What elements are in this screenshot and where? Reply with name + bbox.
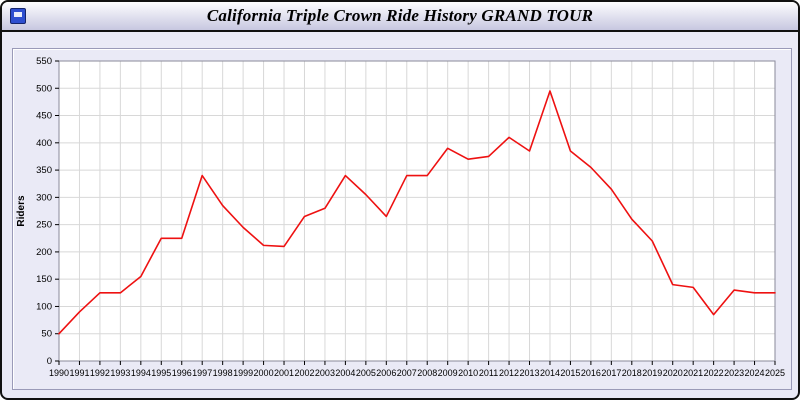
svg-text:2004: 2004 [335,368,355,378]
svg-text:2012: 2012 [499,368,519,378]
svg-text:1994: 1994 [131,368,151,378]
svg-text:2020: 2020 [663,368,683,378]
svg-text:1991: 1991 [69,368,89,378]
svg-text:350: 350 [36,165,52,176]
svg-text:1995: 1995 [151,368,171,378]
svg-text:2008: 2008 [417,368,437,378]
svg-text:2011: 2011 [479,368,498,378]
svg-text:2005: 2005 [356,368,376,378]
svg-text:2025: 2025 [765,368,785,378]
window-title-bar: California Triple Crown Ride History GRA… [2,2,798,32]
svg-text:2016: 2016 [581,368,601,378]
svg-text:Riders: Riders [16,195,27,227]
svg-text:300: 300 [36,192,52,203]
svg-text:500: 500 [36,83,52,94]
svg-text:1992: 1992 [90,368,110,378]
svg-text:50: 50 [41,329,52,340]
svg-text:2019: 2019 [642,368,662,378]
svg-text:0: 0 [47,356,52,367]
svg-text:400: 400 [36,138,52,149]
svg-text:2022: 2022 [704,368,724,378]
svg-text:2014: 2014 [540,368,560,378]
svg-text:550: 550 [36,56,52,67]
svg-text:2013: 2013 [519,368,539,378]
svg-text:2006: 2006 [376,368,396,378]
svg-text:1999: 1999 [233,368,253,378]
svg-text:2023: 2023 [724,368,744,378]
svg-text:2024: 2024 [745,368,765,378]
svg-text:1996: 1996 [172,368,192,378]
svg-text:2007: 2007 [397,368,417,378]
app-icon [10,8,26,24]
svg-text:450: 450 [36,111,52,122]
svg-text:1997: 1997 [192,368,212,378]
svg-text:250: 250 [36,220,52,231]
svg-text:2002: 2002 [294,368,314,378]
svg-text:1998: 1998 [213,368,233,378]
svg-text:2001: 2001 [274,368,294,378]
svg-text:2000: 2000 [254,368,274,378]
svg-text:2015: 2015 [560,368,580,378]
chart-panel: 0 50 100 150 200 250 300 350 400 450 500 550 1990 199… [12,48,792,390]
svg-text:2021: 2021 [683,368,703,378]
svg-text:2017: 2017 [601,368,621,378]
svg-text:200: 200 [36,247,52,258]
svg-text:2003: 2003 [315,368,335,378]
svg-text:1990: 1990 [49,368,69,378]
svg-text:100: 100 [36,301,52,312]
svg-text:2009: 2009 [438,368,458,378]
window-title: California Triple Crown Ride History GRA… [206,6,594,25]
svg-text:150: 150 [36,274,52,285]
svg-text:1993: 1993 [110,368,130,378]
svg-text:2018: 2018 [622,368,642,378]
svg-text:2010: 2010 [458,368,478,378]
